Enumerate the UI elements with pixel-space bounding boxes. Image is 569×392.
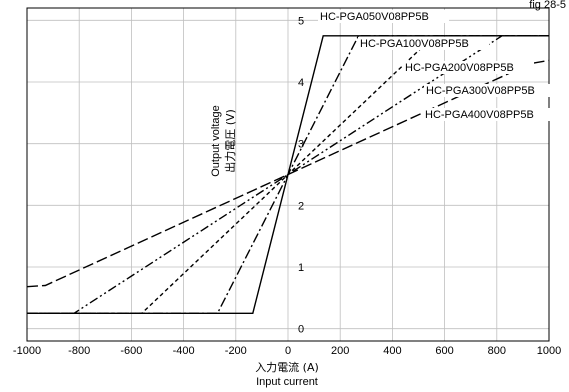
x-tick-label: 0 <box>285 345 291 357</box>
x-tick-label: 400 <box>383 345 401 357</box>
x-tick-label: -800 <box>68 345 90 357</box>
y-tick-label: 3 <box>298 139 304 151</box>
series-line-hc-pga300v08pp5b <box>27 35 549 314</box>
series-label-background <box>403 61 534 74</box>
series-label-background <box>424 84 555 97</box>
y-axis-label-jp: 出力電圧 (V) <box>223 109 237 173</box>
x-axis-label-jp: 入力電流 (A) <box>255 360 319 374</box>
y-tick-label: 2 <box>298 200 304 212</box>
y-tick-label: 0 <box>298 324 304 336</box>
x-tick-label: 1000 <box>537 345 561 357</box>
series-label: HC-PGA400V08PP5B <box>425 109 534 121</box>
x-tick-label: -200 <box>225 345 247 357</box>
x-axis-label-en: Input current <box>256 376 318 388</box>
series-label: HC-PGA200V08PP5B <box>405 62 514 74</box>
series-label-background <box>318 10 449 23</box>
series-line-hc-pga400v08pp5b <box>26 59 550 288</box>
x-tick-label: 800 <box>488 345 506 357</box>
series-label: HC-PGA050V08PP5B <box>320 11 429 23</box>
x-tick-label: 600 <box>435 345 453 357</box>
y-tick-label: 4 <box>298 77 304 89</box>
x-tick-label: -1000 <box>13 345 41 357</box>
series-label-background <box>358 37 489 50</box>
x-tick-label: 200 <box>331 345 349 357</box>
series-label: HC-PGA300V08PP5B <box>426 85 535 97</box>
y-tick-labels: 0 1 2 3 4 5 <box>298 15 304 335</box>
y-tick-label: 5 <box>298 15 304 27</box>
series-group <box>26 35 550 314</box>
series-label: HC-PGA100V08PP5B <box>360 38 469 50</box>
x-tick-labels: -1000 -800 -600 -400 -200 0 200 400 600 800 1000 <box>13 345 561 357</box>
series-labels: HC-PGA050V08PP5B HC-PGA100V08PP5B HC-PGA20… <box>318 10 555 121</box>
plot-frame <box>26 7 550 342</box>
y-tick-label: 1 <box>298 262 304 274</box>
x-tick-label: -600 <box>120 345 142 357</box>
y-axis-label-en: Output voltage <box>210 105 222 177</box>
header-fragment: fig 28-5 <box>529 0 566 11</box>
series-label-background <box>423 108 554 121</box>
x-tick-label: -400 <box>173 345 195 357</box>
